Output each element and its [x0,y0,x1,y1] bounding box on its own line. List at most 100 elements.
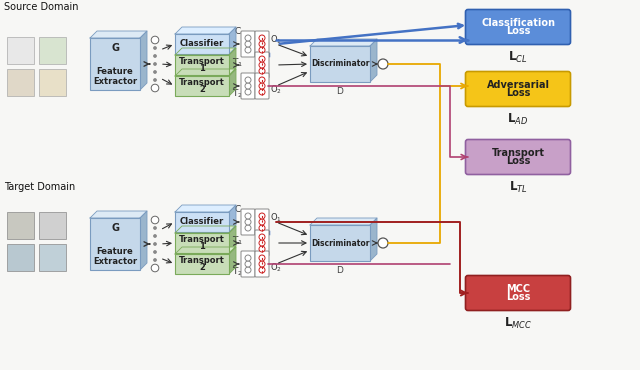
Circle shape [245,219,251,225]
Text: 2: 2 [199,85,205,94]
Polygon shape [140,31,147,90]
FancyBboxPatch shape [38,243,65,270]
FancyBboxPatch shape [241,209,255,235]
Text: Feature: Feature [97,67,133,77]
Text: D: D [337,87,344,96]
Text: $\mathbf{L}_{MCC}$: $\mathbf{L}_{MCC}$ [504,316,532,331]
Text: Loss: Loss [506,292,530,302]
Text: Transport: Transport [492,148,545,158]
Text: Loss: Loss [506,156,530,166]
Text: Source Domain: Source Domain [4,2,79,12]
Circle shape [259,267,265,273]
Circle shape [154,250,157,253]
Circle shape [259,47,265,53]
FancyBboxPatch shape [241,251,255,277]
Text: T$_1$: T$_1$ [232,235,244,247]
Polygon shape [229,69,236,96]
Circle shape [154,242,157,246]
Circle shape [154,226,157,229]
Text: Loss: Loss [506,26,530,36]
Text: Classification: Classification [481,18,555,28]
FancyBboxPatch shape [38,212,65,239]
FancyBboxPatch shape [255,230,269,256]
Circle shape [378,59,388,69]
Polygon shape [175,205,236,212]
Circle shape [259,41,265,47]
Circle shape [259,35,265,41]
FancyBboxPatch shape [175,254,229,274]
FancyBboxPatch shape [241,73,255,99]
Text: Target Domain: Target Domain [4,182,76,192]
FancyBboxPatch shape [465,10,570,44]
Text: Transport: Transport [179,256,225,265]
Circle shape [245,225,251,231]
Text: C: C [235,205,241,213]
Polygon shape [175,48,236,55]
FancyBboxPatch shape [6,68,33,95]
Circle shape [154,71,157,74]
Text: T$_2$: T$_2$ [232,88,244,100]
FancyBboxPatch shape [241,31,255,57]
FancyBboxPatch shape [255,209,269,235]
Polygon shape [175,69,236,76]
Circle shape [154,259,157,262]
Text: Discriminator: Discriminator [311,60,369,68]
Circle shape [245,89,251,95]
Text: 2: 2 [199,263,205,272]
Circle shape [245,47,251,53]
Circle shape [245,41,251,47]
FancyBboxPatch shape [6,243,33,270]
FancyBboxPatch shape [255,52,269,78]
FancyBboxPatch shape [175,233,229,253]
Circle shape [259,83,265,89]
Polygon shape [370,39,377,82]
Circle shape [259,225,265,231]
Circle shape [151,216,159,224]
FancyBboxPatch shape [175,34,229,54]
Circle shape [259,255,265,261]
Circle shape [154,54,157,57]
Polygon shape [90,31,147,38]
Text: Classifier: Classifier [180,218,224,226]
Circle shape [245,77,251,83]
FancyBboxPatch shape [38,68,65,95]
Text: Adversarial: Adversarial [486,80,550,90]
Text: T$_2$: T$_2$ [232,266,244,278]
Circle shape [245,83,251,89]
Circle shape [151,264,159,272]
Polygon shape [175,27,236,34]
Text: O$_2$: O$_2$ [270,84,282,96]
FancyBboxPatch shape [255,73,269,99]
FancyBboxPatch shape [465,276,570,310]
FancyBboxPatch shape [465,139,570,175]
Circle shape [245,35,251,41]
Text: $\mathbf{L}_{CL}$: $\mathbf{L}_{CL}$ [508,50,528,65]
Polygon shape [310,39,377,46]
Circle shape [245,213,251,219]
Text: $\mathbf{L}_{TL}$: $\mathbf{L}_{TL}$ [509,180,527,195]
Circle shape [259,89,265,95]
Text: Transport: Transport [179,57,225,66]
Text: Extractor: Extractor [93,256,137,266]
Polygon shape [229,247,236,274]
Text: Discriminator: Discriminator [311,239,369,248]
FancyBboxPatch shape [90,38,140,90]
Polygon shape [310,218,377,225]
Circle shape [154,235,157,238]
FancyBboxPatch shape [175,212,229,232]
FancyBboxPatch shape [255,251,269,277]
Circle shape [151,84,159,92]
Circle shape [154,78,157,81]
Circle shape [154,47,157,50]
Text: Transport: Transport [179,235,225,244]
FancyBboxPatch shape [465,71,570,107]
FancyBboxPatch shape [6,37,33,64]
Polygon shape [175,247,236,254]
Polygon shape [175,226,236,233]
Text: O$_1$: O$_1$ [270,34,282,46]
FancyBboxPatch shape [255,31,269,57]
Text: $\mathbf{L}_{AD}$: $\mathbf{L}_{AD}$ [508,112,529,127]
Circle shape [151,36,159,44]
FancyBboxPatch shape [175,76,229,96]
Polygon shape [90,211,147,218]
